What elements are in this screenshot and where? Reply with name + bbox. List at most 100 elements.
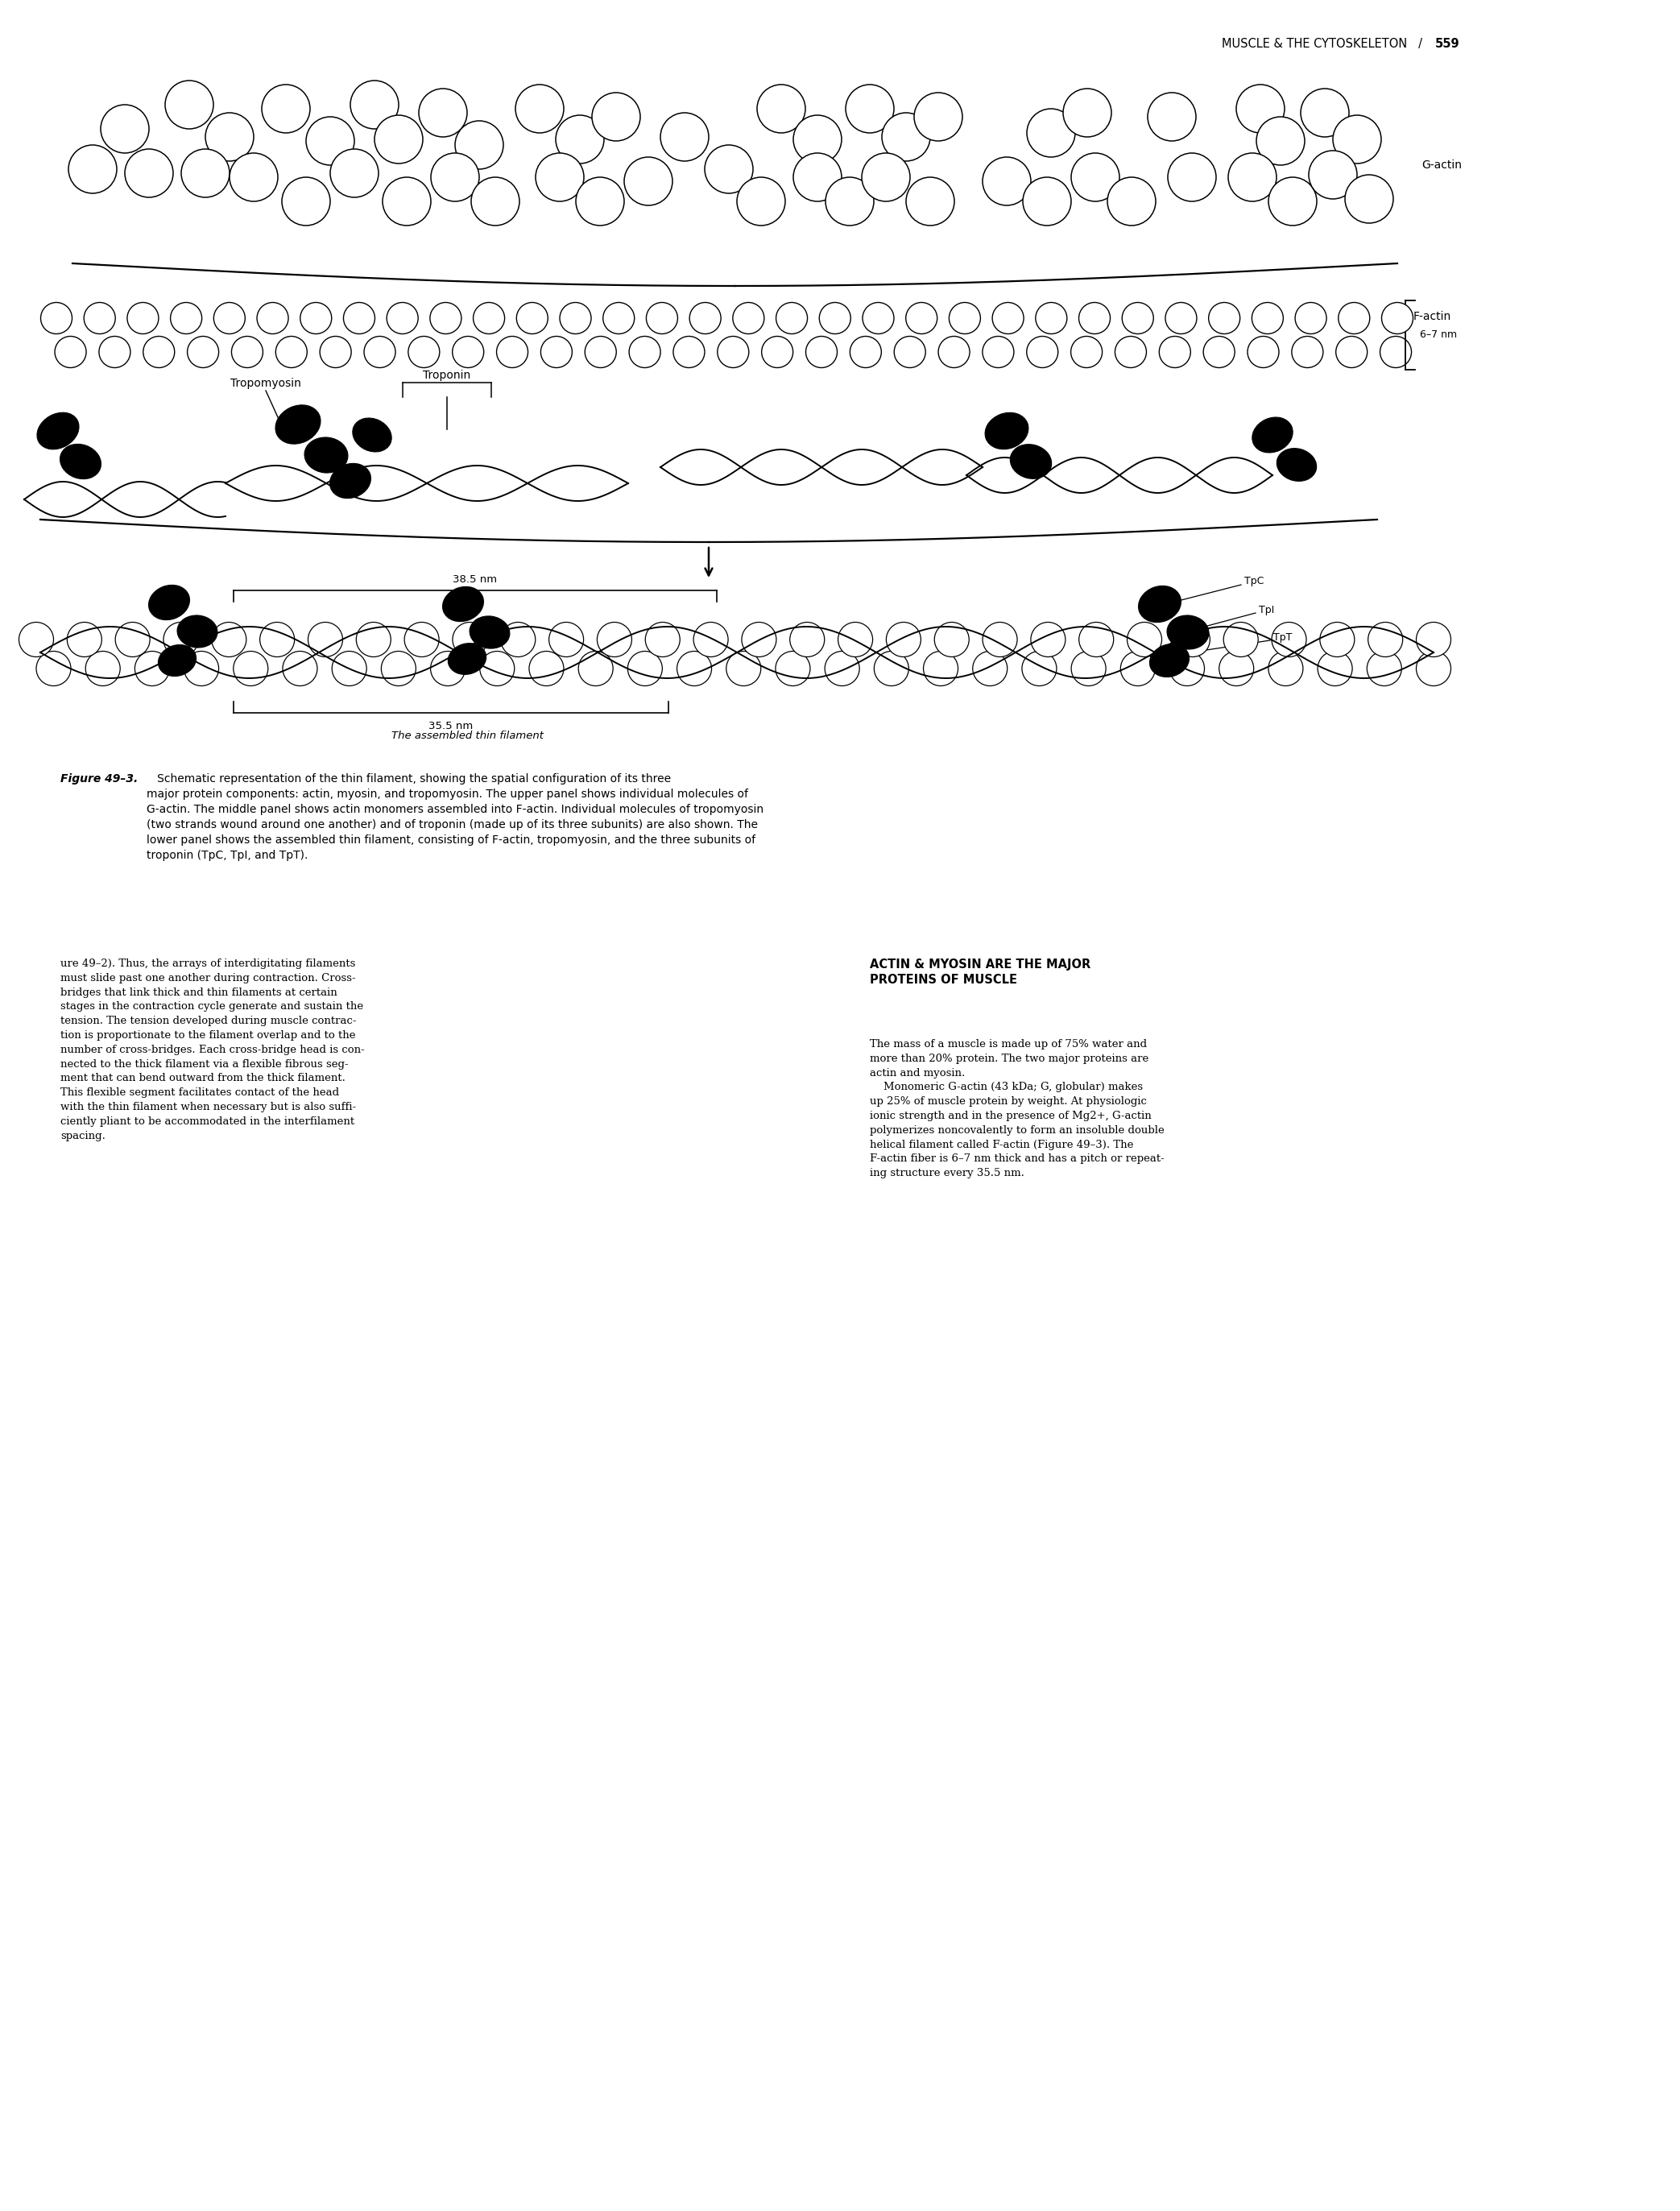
Circle shape: [67, 621, 102, 657]
Circle shape: [776, 652, 810, 685]
Circle shape: [1236, 84, 1285, 133]
Circle shape: [603, 303, 635, 334]
Circle shape: [1268, 652, 1304, 685]
Circle shape: [628, 336, 660, 367]
Circle shape: [862, 303, 894, 334]
Circle shape: [124, 148, 173, 197]
Circle shape: [1107, 177, 1156, 226]
Ellipse shape: [329, 464, 371, 497]
Circle shape: [845, 84, 894, 133]
Circle shape: [1295, 303, 1327, 334]
Circle shape: [1169, 652, 1205, 685]
Circle shape: [887, 621, 921, 657]
Circle shape: [674, 336, 704, 367]
Ellipse shape: [176, 615, 217, 648]
Circle shape: [1176, 621, 1210, 657]
Circle shape: [529, 652, 564, 685]
Circle shape: [647, 303, 677, 334]
Circle shape: [1320, 621, 1354, 657]
Ellipse shape: [1168, 615, 1210, 650]
Ellipse shape: [276, 405, 321, 444]
Circle shape: [906, 303, 937, 334]
Circle shape: [18, 621, 54, 657]
Circle shape: [1147, 93, 1196, 142]
Circle shape: [1079, 303, 1110, 334]
Ellipse shape: [1139, 586, 1181, 621]
Circle shape: [1026, 336, 1058, 367]
Circle shape: [645, 621, 680, 657]
Circle shape: [732, 303, 764, 334]
Circle shape: [343, 303, 375, 334]
Circle shape: [375, 115, 423, 164]
Circle shape: [430, 652, 465, 685]
Circle shape: [576, 177, 625, 226]
Ellipse shape: [304, 438, 348, 473]
Text: ure 49–2). Thus, the arrays of interdigitating filaments
must slide past one ano: ure 49–2). Thus, the arrays of interdigi…: [60, 960, 365, 1141]
Ellipse shape: [60, 444, 101, 480]
Text: TpC: TpC: [1245, 577, 1263, 586]
Circle shape: [474, 303, 504, 334]
Circle shape: [234, 652, 269, 685]
Circle shape: [758, 84, 805, 133]
Circle shape: [134, 652, 170, 685]
Circle shape: [914, 93, 963, 142]
Circle shape: [1368, 652, 1401, 685]
Circle shape: [1035, 303, 1067, 334]
Circle shape: [1309, 150, 1357, 199]
Circle shape: [1026, 108, 1075, 157]
Circle shape: [1272, 621, 1307, 657]
Ellipse shape: [1252, 418, 1294, 453]
Circle shape: [806, 336, 837, 367]
Circle shape: [1070, 336, 1102, 367]
Circle shape: [381, 652, 417, 685]
Circle shape: [1159, 336, 1191, 367]
Circle shape: [1368, 621, 1403, 657]
Circle shape: [260, 621, 294, 657]
Ellipse shape: [158, 646, 197, 677]
Circle shape: [1220, 652, 1253, 685]
Circle shape: [282, 177, 331, 226]
Circle shape: [143, 336, 175, 367]
Circle shape: [882, 113, 931, 161]
Circle shape: [1317, 652, 1352, 685]
Circle shape: [1379, 336, 1411, 367]
Circle shape: [356, 621, 391, 657]
Circle shape: [689, 303, 721, 334]
Circle shape: [1346, 175, 1393, 223]
Text: Troponin: Troponin: [423, 369, 470, 380]
Circle shape: [1300, 88, 1349, 137]
Circle shape: [694, 621, 727, 657]
Circle shape: [983, 157, 1032, 206]
Circle shape: [1332, 115, 1381, 164]
Circle shape: [1248, 336, 1278, 367]
Circle shape: [383, 177, 430, 226]
Circle shape: [69, 146, 118, 192]
Circle shape: [101, 104, 150, 153]
Circle shape: [501, 621, 536, 657]
Circle shape: [1381, 303, 1413, 334]
Circle shape: [704, 146, 753, 192]
Circle shape: [596, 621, 632, 657]
Circle shape: [585, 336, 617, 367]
Ellipse shape: [353, 418, 391, 451]
Circle shape: [1268, 177, 1317, 226]
Circle shape: [1122, 303, 1154, 334]
Circle shape: [894, 336, 926, 367]
Circle shape: [660, 113, 709, 161]
Circle shape: [185, 652, 218, 685]
Circle shape: [874, 652, 909, 685]
Text: The assembled thin filament: The assembled thin filament: [391, 730, 543, 741]
Circle shape: [1252, 303, 1284, 334]
Circle shape: [351, 80, 398, 128]
Text: MUSCLE & THE CYTOSKELETON   /: MUSCLE & THE CYTOSKELETON /: [1221, 38, 1433, 51]
Circle shape: [262, 84, 311, 133]
Circle shape: [793, 115, 842, 164]
Circle shape: [181, 148, 230, 197]
Circle shape: [559, 303, 591, 334]
Circle shape: [116, 621, 150, 657]
Circle shape: [1228, 153, 1277, 201]
Circle shape: [232, 336, 262, 367]
Ellipse shape: [1149, 643, 1189, 677]
Circle shape: [1063, 88, 1112, 137]
Circle shape: [1416, 621, 1452, 657]
